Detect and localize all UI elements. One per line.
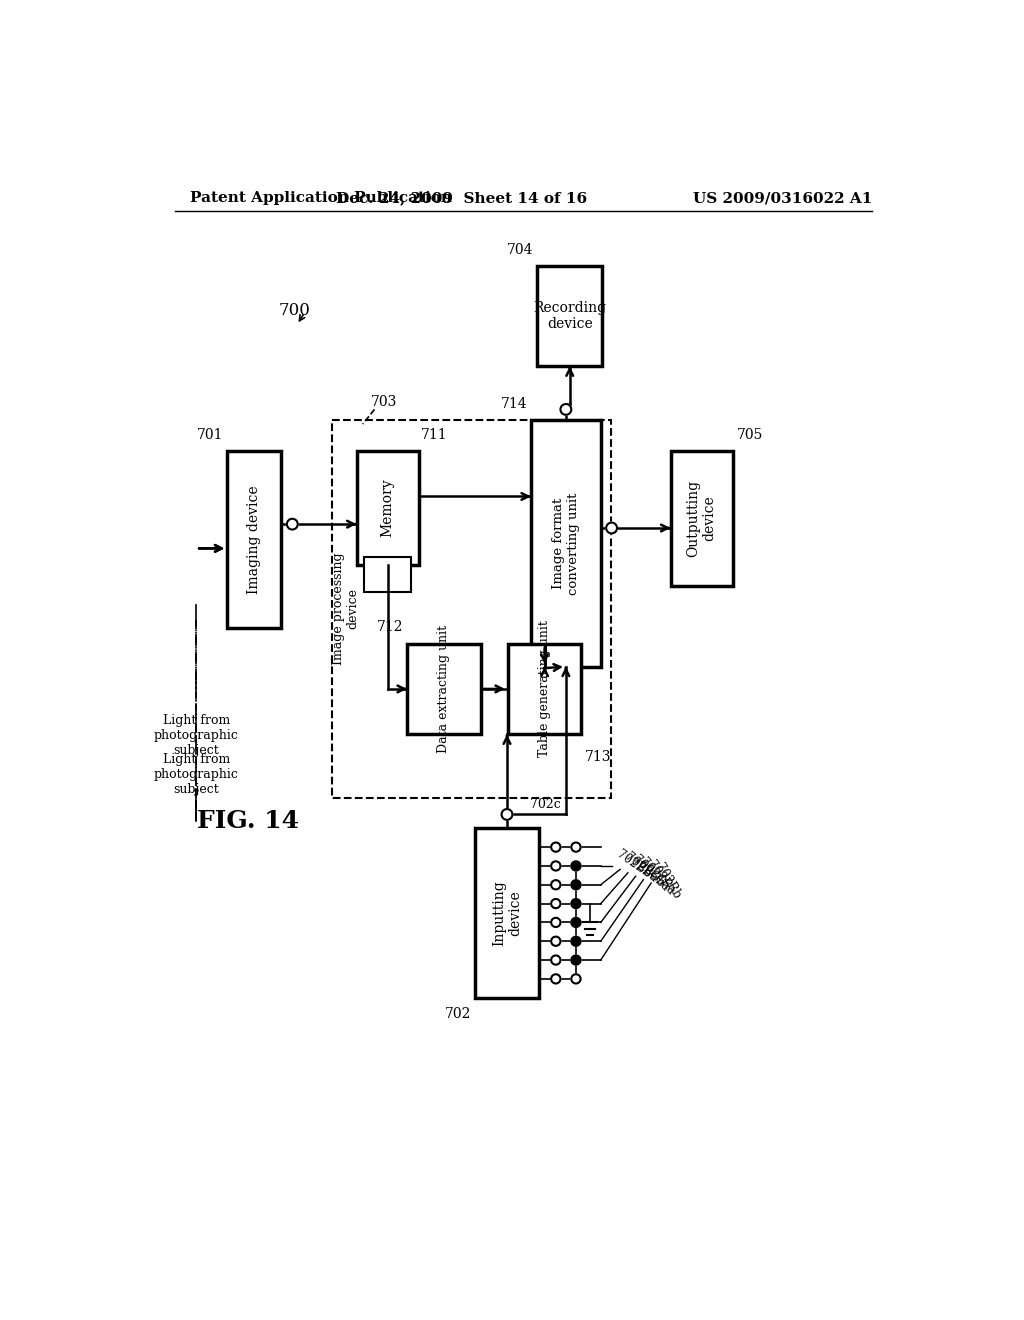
Text: Image format
converting unit: Image format converting unit	[552, 492, 580, 594]
Text: 705: 705	[736, 428, 763, 442]
Circle shape	[572, 919, 580, 925]
Text: 702Bb: 702Bb	[614, 847, 653, 880]
Text: 711: 711	[421, 428, 447, 442]
Text: 700: 700	[280, 302, 311, 319]
Text: 702Gb: 702Gb	[630, 853, 667, 890]
Text: Image processing
device: Image processing device	[332, 553, 359, 665]
Text: Recording
device: Recording device	[534, 301, 606, 331]
Circle shape	[572, 957, 580, 964]
Circle shape	[572, 900, 580, 907]
Circle shape	[287, 519, 298, 529]
Circle shape	[571, 862, 581, 871]
Bar	[227, 451, 282, 628]
Circle shape	[571, 842, 581, 851]
Text: 702Ba: 702Ba	[622, 850, 659, 884]
Circle shape	[551, 956, 560, 965]
Bar	[531, 420, 601, 667]
Text: Light from
photographic
subject: Light from photographic subject	[154, 752, 239, 796]
Text: 703: 703	[371, 395, 397, 409]
Text: 702: 702	[445, 1007, 471, 1020]
Circle shape	[551, 937, 560, 946]
Text: 702Ra: 702Ra	[645, 858, 678, 898]
Text: Data extracting unit: Data extracting unit	[437, 624, 451, 752]
Bar	[365, 557, 411, 591]
Circle shape	[571, 917, 581, 927]
Circle shape	[551, 899, 560, 908]
Text: 702Ga: 702Ga	[637, 855, 672, 894]
Text: 702Rb: 702Rb	[652, 862, 683, 902]
Text: 713: 713	[586, 750, 611, 764]
Bar	[356, 451, 419, 565]
Text: US 2009/0316022 A1: US 2009/0316022 A1	[692, 191, 872, 206]
Text: Inputting
device: Inputting device	[492, 880, 522, 946]
Circle shape	[571, 899, 581, 908]
Circle shape	[551, 880, 560, 890]
Text: Outputting
device: Outputting device	[686, 479, 717, 557]
Bar	[671, 451, 732, 586]
Circle shape	[571, 880, 581, 890]
Text: Light from
photographic
subject: Light from photographic subject	[154, 714, 239, 758]
Circle shape	[572, 882, 580, 888]
Circle shape	[571, 956, 581, 965]
Circle shape	[560, 404, 571, 414]
Circle shape	[571, 937, 581, 946]
Circle shape	[551, 917, 560, 927]
Text: Memory: Memory	[381, 479, 394, 537]
Text: Patent Application Publication: Patent Application Publication	[190, 191, 452, 206]
Bar	[407, 644, 480, 734]
Text: Dec. 24, 2009  Sheet 14 of 16: Dec. 24, 2009 Sheet 14 of 16	[336, 191, 587, 206]
Text: 701: 701	[197, 428, 223, 442]
Text: 714: 714	[501, 397, 527, 411]
Circle shape	[551, 974, 560, 983]
Bar	[538, 267, 602, 367]
Circle shape	[572, 862, 580, 870]
Bar	[508, 644, 582, 734]
Circle shape	[551, 842, 560, 851]
Bar	[475, 829, 539, 998]
Text: 712: 712	[377, 620, 403, 635]
Text: 702c: 702c	[530, 797, 561, 810]
Circle shape	[502, 809, 512, 820]
Bar	[332, 420, 611, 797]
Circle shape	[606, 523, 617, 533]
Circle shape	[551, 862, 560, 871]
Text: Imaging device: Imaging device	[248, 486, 261, 594]
Circle shape	[572, 937, 580, 945]
Text: 704: 704	[507, 243, 534, 257]
Text: FIG. 14: FIG. 14	[198, 809, 299, 833]
Circle shape	[571, 974, 581, 983]
Text: Table generating unit: Table generating unit	[538, 620, 551, 758]
